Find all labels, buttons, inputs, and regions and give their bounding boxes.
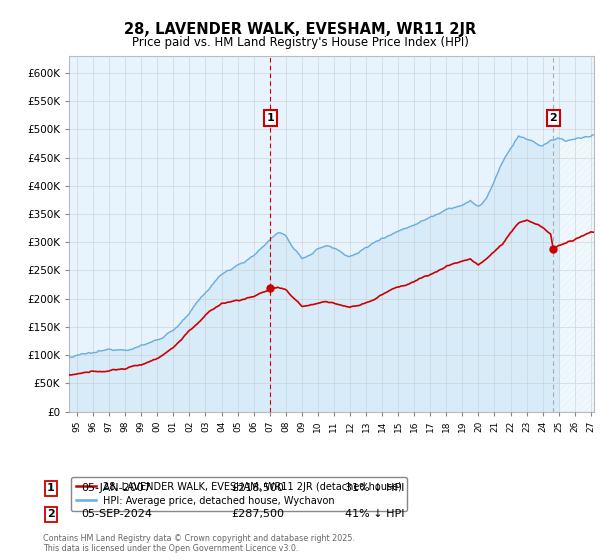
Text: Price paid vs. HM Land Registry's House Price Index (HPI): Price paid vs. HM Land Registry's House … bbox=[131, 36, 469, 49]
Text: 28, LAVENDER WALK, EVESHAM, WR11 2JR: 28, LAVENDER WALK, EVESHAM, WR11 2JR bbox=[124, 22, 476, 38]
Text: 05-JAN-2007: 05-JAN-2007 bbox=[81, 483, 151, 493]
Text: £218,500: £218,500 bbox=[231, 483, 284, 493]
Text: 1: 1 bbox=[266, 113, 274, 123]
Text: 05-SEP-2024: 05-SEP-2024 bbox=[81, 509, 152, 519]
Text: 2: 2 bbox=[550, 113, 557, 123]
Text: 41% ↓ HPI: 41% ↓ HPI bbox=[345, 509, 404, 519]
Legend: 28, LAVENDER WALK, EVESHAM, WR11 2JR (detached house), HPI: Average price, detac: 28, LAVENDER WALK, EVESHAM, WR11 2JR (de… bbox=[71, 477, 407, 511]
Text: £287,500: £287,500 bbox=[231, 509, 284, 519]
Text: Contains HM Land Registry data © Crown copyright and database right 2025.
This d: Contains HM Land Registry data © Crown c… bbox=[43, 534, 355, 553]
Text: 2: 2 bbox=[47, 509, 55, 519]
Text: 1: 1 bbox=[47, 483, 55, 493]
Text: 31% ↓ HPI: 31% ↓ HPI bbox=[345, 483, 404, 493]
